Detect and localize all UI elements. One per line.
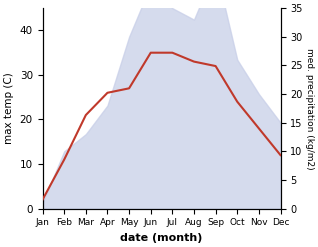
- X-axis label: date (month): date (month): [120, 233, 203, 243]
- Y-axis label: max temp (C): max temp (C): [4, 72, 14, 144]
- Y-axis label: med. precipitation (kg/m2): med. precipitation (kg/m2): [305, 48, 314, 169]
